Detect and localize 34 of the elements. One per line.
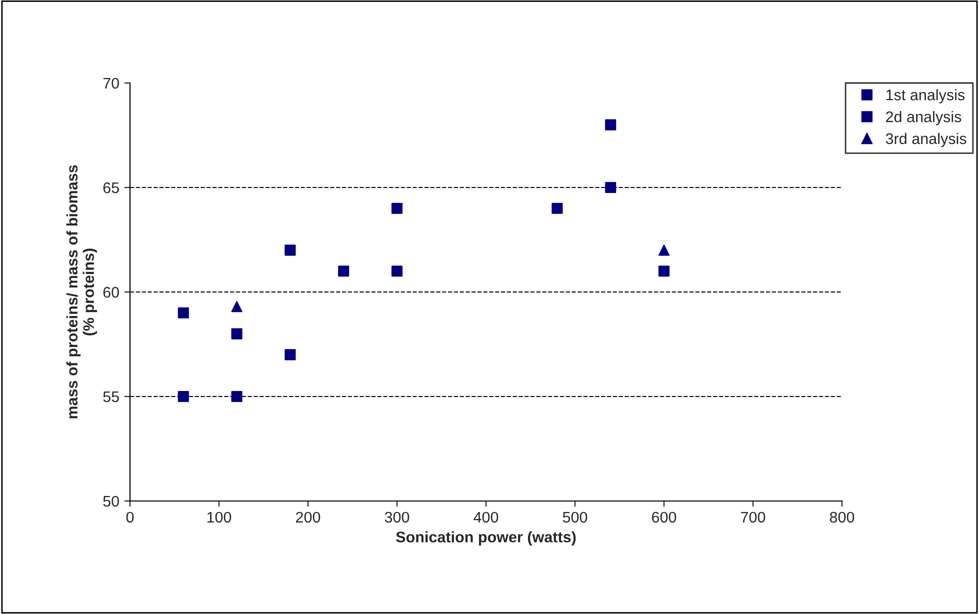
point (658, 244, 670, 256)
point (391, 266, 403, 277)
x-tick-label: 0 (126, 512, 134, 523)
point (231, 301, 242, 312)
y-tick-label: 50 (103, 496, 119, 507)
x-tick-label: 800 (830, 512, 854, 523)
x-tick-label: 300 (384, 512, 410, 523)
point (338, 266, 350, 277)
x-tick-label: 700 (741, 512, 766, 523)
point (391, 202, 403, 214)
point (605, 182, 616, 194)
legend-label: 1st analysis (886, 89, 965, 104)
x-tick-label: 400 (474, 512, 498, 523)
point (231, 328, 242, 340)
y-tick-label: 65 (103, 182, 119, 194)
point (552, 202, 563, 214)
point (284, 244, 296, 256)
x-tick-label: 500 (562, 512, 588, 523)
x-tick-label: 200 (296, 512, 320, 523)
point (178, 390, 189, 402)
legend-label: 2d analysis (886, 110, 962, 126)
y-tick-label: 60 (103, 286, 119, 298)
y-axis-title: mass of proteins/ mass of biomass (% proteins) (66, 165, 98, 418)
x-tick-label: 600 (652, 512, 676, 523)
x-tick-label: 100 (207, 512, 232, 523)
point (178, 307, 189, 318)
x-axis-title: Sonication power (watts) (396, 531, 576, 546)
point (231, 390, 242, 402)
point (605, 119, 616, 130)
point (284, 349, 296, 360)
y-tick-label: 70 (103, 78, 119, 89)
y-tick-label: 55 (103, 392, 119, 402)
legend-label: 3rd analysis (886, 132, 966, 148)
point (658, 266, 670, 277)
